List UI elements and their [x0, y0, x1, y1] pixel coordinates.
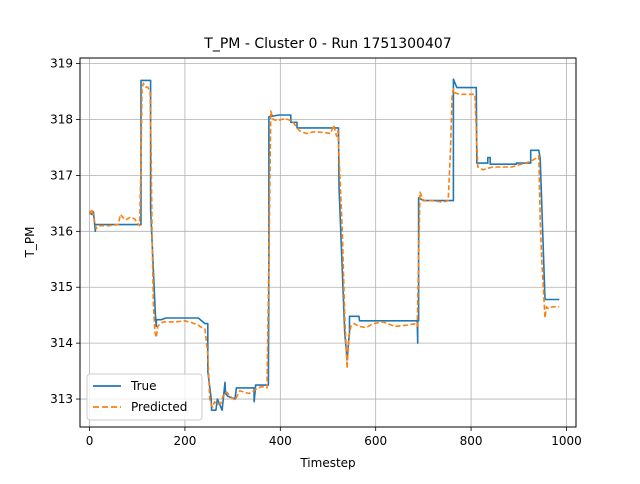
x-tick-label: 200 — [173, 434, 196, 448]
plot-frame — [79, 57, 577, 428]
x-axis-label: Timestep — [299, 456, 355, 470]
x-tick-label: 0 — [86, 434, 94, 448]
y-tick-label: 317 — [50, 168, 73, 182]
y-tick-label: 315 — [50, 280, 73, 294]
x-tick-label: 400 — [269, 434, 292, 448]
y-tick-label: 314 — [50, 336, 73, 350]
y-tick-label: 313 — [50, 392, 73, 406]
y-tick-label: 318 — [50, 113, 73, 127]
y-axis-label: T_PM — [23, 227, 37, 259]
legend-label-true: True — [130, 379, 157, 393]
series-lines — [88, 78, 560, 412]
x-tick-label: 1000 — [551, 434, 582, 448]
y-tick-label: 316 — [50, 224, 73, 238]
y-tick-label: 319 — [50, 57, 73, 71]
x-tick-label: 600 — [364, 434, 387, 448]
legend: True Predicted — [86, 373, 203, 421]
legend-label-predicted: Predicted — [131, 400, 187, 414]
x-tick-label: 800 — [460, 434, 483, 448]
series-line-predicted — [88, 82, 560, 409]
chart-title: T_PM - Cluster 0 - Run 1751300407 — [203, 36, 451, 52]
axis-ticks: 0 200 400 600 800 1000 313 314 315 316 317 318 319 — [50, 57, 582, 448]
